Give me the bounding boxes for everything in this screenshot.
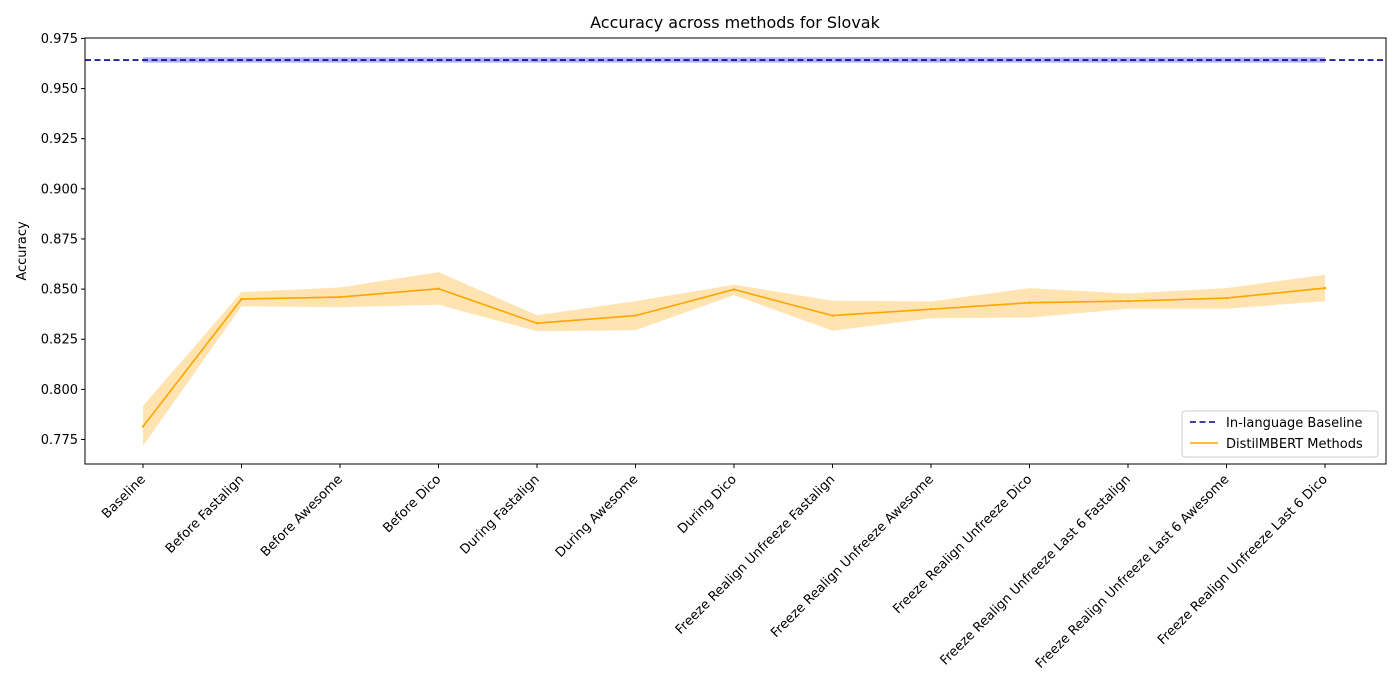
data-point: [240, 297, 243, 301]
y-tick-label: 0.850: [41, 283, 78, 298]
axes-frame: [84, 37, 1387, 465]
legend-series-label: DistilMBERT Methods: [1226, 437, 1363, 452]
data-point: [437, 287, 440, 290]
y-tick-label: 0.825: [41, 333, 78, 348]
data-point: [1225, 296, 1228, 300]
chart-title: Accuracy across methods for Slovak: [590, 13, 880, 32]
series-confidence-band: [143, 272, 1325, 446]
y-tick-label: 0.875: [41, 232, 78, 247]
data-point: [1323, 286, 1327, 290]
plot-area: [85, 57, 1386, 446]
data-point: [535, 322, 539, 325]
y-axis-label: Accuracy: [15, 221, 30, 281]
legend-box: [1181, 410, 1379, 458]
data-point: [338, 295, 342, 299]
data-point: [929, 307, 933, 311]
data-point: [1126, 299, 1130, 303]
data-point: [831, 314, 834, 317]
y-tick-label: 0.975: [41, 32, 78, 47]
y-tick-label: 0.925: [41, 132, 78, 147]
y-tick-label: 0.800: [41, 383, 78, 398]
data-point: [732, 288, 736, 291]
legend-baseline-label: In-language Baseline: [1226, 416, 1363, 431]
y-tick-label: 0.950: [41, 82, 78, 97]
y-tick-label: 0.775: [41, 433, 78, 448]
data-point: [141, 425, 145, 428]
y-tick-label: 0.900: [41, 182, 78, 197]
data-point: [1028, 301, 1031, 304]
legend: In-language Baseline DistilMBERT Methods: [1181, 410, 1379, 458]
data-point: [634, 314, 637, 317]
